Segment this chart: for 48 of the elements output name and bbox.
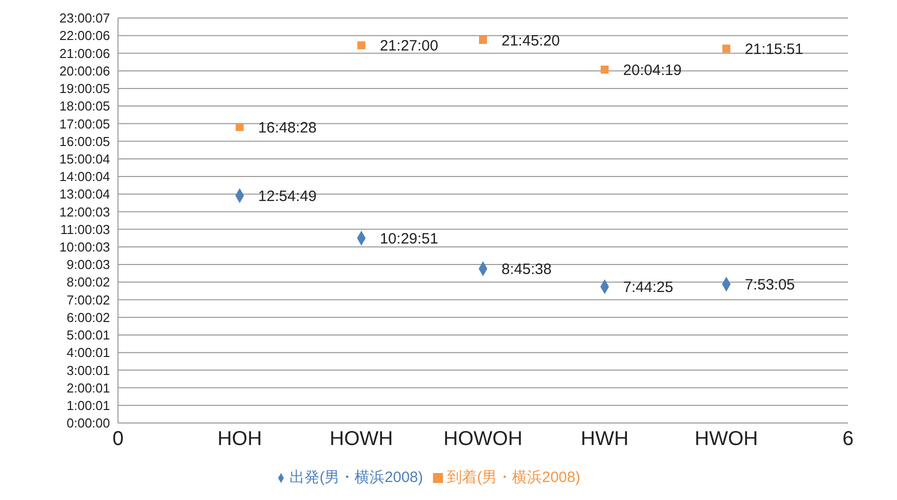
point — [236, 123, 244, 132]
y-tick-label: 22:00:06 — [59, 28, 110, 44]
y-tick-label: 11:00:03 — [60, 222, 110, 237]
legend-label: 到着(男・横浜2008) — [447, 469, 580, 486]
y-tick-label: 3:00:01 — [66, 362, 110, 378]
y-tick-label: 5:00:01 — [66, 328, 110, 343]
x-tick-label: HOWH — [330, 428, 393, 450]
data-label: 21:15:51 — [744, 40, 804, 58]
data-label: 8:45:38 — [502, 261, 552, 278]
x-tick-label: 6 — [842, 428, 854, 450]
data-label: 20:04:19 — [623, 62, 682, 79]
data-label: 10:29:51 — [380, 230, 438, 248]
y-tick-label: 10:00:03 — [59, 240, 110, 255]
data-label: 16:48:28 — [258, 119, 317, 136]
y-tick-label: 14:00:04 — [59, 169, 110, 184]
y-tick-label: 18:00:05 — [59, 98, 110, 114]
data-label: 21:27:00 — [380, 38, 438, 55]
point — [600, 66, 609, 74]
data-label: 21:45:20 — [502, 32, 560, 50]
y-tick-label: 21:00:06 — [59, 46, 110, 61]
y-tick-label: 1:00:01 — [66, 398, 110, 413]
y-tick-label: 16:00:05 — [59, 134, 110, 149]
y-tick-label: 6:00:02 — [66, 310, 110, 325]
data-label: 7:44:25 — [623, 279, 674, 296]
y-tick-label: 7:00:02 — [66, 292, 110, 308]
x-tick-label: 0 — [112, 428, 124, 450]
y-tick-label: 8:00:02 — [66, 274, 110, 290]
y-tick-label: 20:00:06 — [59, 63, 110, 78]
data-label: 12:54:49 — [258, 188, 317, 205]
x-tick-label: HWOH — [694, 428, 758, 450]
y-tick-label: 2:00:01 — [66, 380, 110, 396]
x-tick-label: HOWOH — [444, 428, 522, 450]
y-tick-label: 23:00:07 — [59, 10, 110, 26]
y-tick-label: 0:00:00 — [66, 416, 110, 431]
y-tick-label: 4:00:01 — [66, 345, 110, 360]
x-tick-label: HOH — [217, 428, 262, 450]
point — [722, 44, 730, 53]
y-tick-label: 17:00:05 — [59, 116, 110, 132]
y-tick-label: 15:00:04 — [59, 151, 110, 166]
y-tick-label: 9:00:03 — [66, 257, 110, 272]
data-label: 7:53:05 — [744, 276, 795, 294]
y-tick-label: 13:00:04 — [59, 186, 110, 202]
y-tick-label: 19:00:05 — [59, 81, 110, 96]
point — [479, 36, 487, 44]
x-tick-label: HWH — [580, 428, 629, 450]
legend-label: 出発(男・横浜2008) — [290, 469, 423, 486]
point — [357, 41, 366, 50]
y-tick-label: 12:00:03 — [59, 204, 110, 220]
